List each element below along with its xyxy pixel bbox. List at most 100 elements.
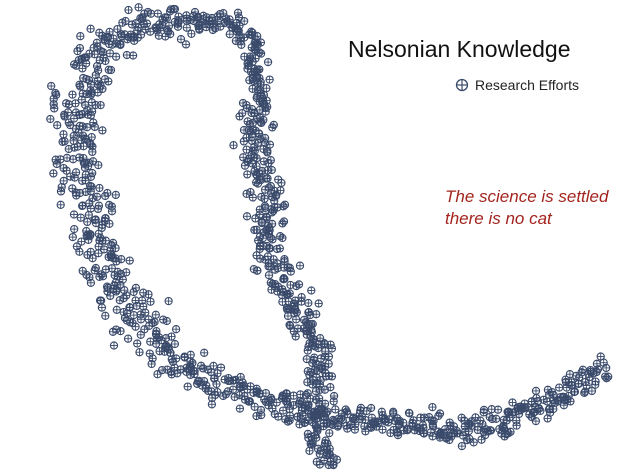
data-point [285,320,294,330]
legend: Research Efforts [455,76,579,94]
data-point [531,386,541,396]
annotation: The science is settled there is no cat [445,186,608,230]
data-point [136,14,145,23]
data-point [280,255,289,264]
data-point [266,181,275,191]
data-point [96,296,106,305]
data-point [118,18,127,27]
data-point [81,59,91,68]
data-point [560,393,569,402]
data-point [97,303,107,312]
data-point [276,186,285,195]
data-point [100,34,109,44]
data-point [304,416,313,425]
data-point [311,387,321,396]
data-point [257,192,266,202]
data-point [60,137,69,146]
data-point [129,310,138,320]
data-point [207,400,217,409]
data-point [88,254,97,263]
data-point [492,414,501,423]
data-point [591,380,600,389]
data-point [92,61,102,71]
data-point [273,287,282,296]
data-point [141,308,150,317]
data-point [263,57,273,67]
data-point [303,389,312,398]
data-point [119,294,128,303]
data-point [229,141,238,150]
data-point [321,436,330,445]
data-point [245,30,254,39]
data-point [333,422,342,431]
data-point [261,255,270,264]
data-point [150,317,159,327]
data-point [82,123,92,132]
data-point [235,391,244,400]
data-point [326,383,335,392]
data-point [186,350,195,359]
data-point [289,401,298,410]
data-point [320,412,330,422]
data-point [69,210,79,219]
data-point [532,393,541,403]
data-point [84,210,93,220]
data-point [47,81,56,91]
data-point [86,172,96,181]
data-point [260,133,270,143]
data-point [196,361,206,370]
data-point [325,428,334,438]
data-point [350,425,360,434]
data-point [173,369,182,378]
data-point [304,400,313,409]
data-point [116,40,125,50]
data-point [122,268,131,277]
data-point [98,236,107,245]
data-point [81,187,90,197]
data-point [181,40,191,49]
data-point [545,404,554,414]
data-point [153,370,162,379]
data-point [256,134,265,143]
data-point [242,100,251,110]
data-point [190,369,199,379]
data-point [93,66,103,75]
data-point [228,385,238,394]
data-point [465,434,474,444]
data-point [262,241,272,251]
data-point [245,119,255,129]
data-point [157,365,167,375]
data-point [56,187,66,196]
chart-title: Nelsonian Knowledge [348,36,571,62]
data-point [120,286,129,295]
data-point [70,224,79,234]
data-point [101,214,110,223]
data-point [117,255,126,264]
data-point [504,429,513,438]
data-point [164,21,174,30]
data-point [225,30,234,39]
data-point [587,386,597,396]
data-point [302,354,311,364]
data-point [304,298,313,308]
data-point [321,408,331,417]
data-point [90,122,99,132]
data-point [194,24,204,33]
data-point [66,120,75,130]
data-point [297,293,306,302]
data-point [187,29,196,38]
data-point [129,287,138,297]
data-point [458,431,468,440]
data-point [303,429,313,439]
data-point [52,159,61,169]
data-point [80,163,90,172]
data-point [76,213,85,222]
data-point [479,405,489,415]
data-point [249,264,259,274]
data-point [543,385,553,394]
data-point [250,225,259,235]
data-point [86,187,95,196]
data-point [57,182,66,192]
data-point [555,383,564,392]
